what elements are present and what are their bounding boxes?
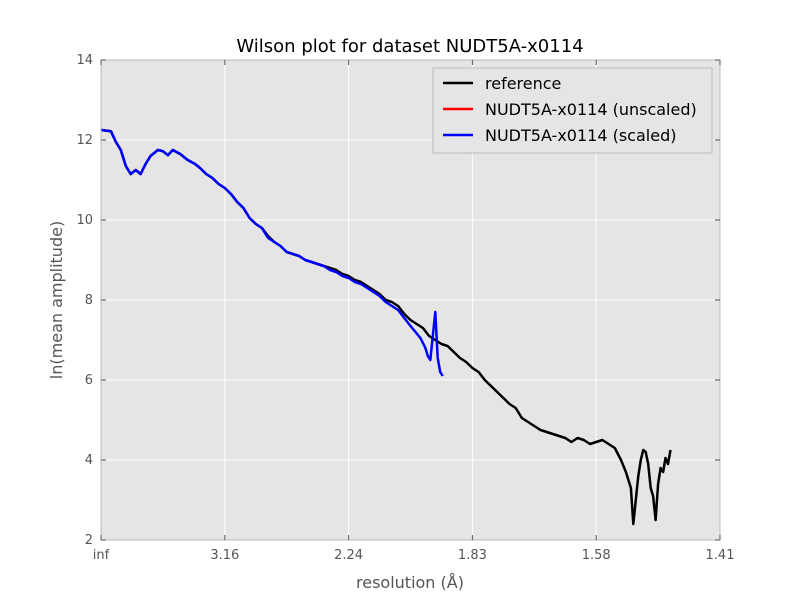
x-tick-label: 1.58 bbox=[582, 548, 611, 563]
x-tick-label: 2.24 bbox=[334, 548, 363, 563]
x-axis-label: resolution (Å) bbox=[356, 573, 464, 592]
x-tick-label: 1.83 bbox=[458, 548, 487, 563]
legend-label-nudt5a-x0114-unscaled: NUDT5A-x0114 (unscaled) bbox=[485, 100, 697, 119]
axis-ticks: inf 3.16 2.24 1.83 1.58 1.41 2 4 6 8 10 12 14 bbox=[76, 53, 734, 563]
y-tick-label: 12 bbox=[76, 133, 93, 148]
y-tick-label: 2 bbox=[85, 533, 93, 548]
grid-lines bbox=[100, 59, 721, 541]
y-tick-label: 8 bbox=[85, 293, 93, 308]
x-tick-label: 1.41 bbox=[706, 548, 735, 563]
legend: reference NUDT5A-x0114 (unscaled) NUDT5A-x… bbox=[432, 67, 713, 154]
y-tick-label: 10 bbox=[76, 213, 93, 228]
y-tick-label: 4 bbox=[85, 453, 93, 468]
legend-box bbox=[432, 67, 713, 154]
y-tick-label: 14 bbox=[76, 53, 93, 68]
y-tick-label: 6 bbox=[85, 373, 93, 388]
legend-label-nudt5a-x0114-scaled: NUDT5A-x0114 (scaled) bbox=[485, 126, 676, 145]
series-lines bbox=[100, 128, 672, 526]
chart-title: Wilson plot for dataset NUDT5A-x0114 bbox=[236, 36, 583, 57]
y-axis-label: ln(mean amplitude) bbox=[47, 221, 66, 379]
x-tick-label: inf bbox=[93, 548, 110, 563]
series-line-nudt5a-x0114-scaled bbox=[100, 128, 444, 377]
legend-label-reference: reference bbox=[485, 74, 561, 93]
x-tick-label: 3.16 bbox=[210, 548, 239, 563]
